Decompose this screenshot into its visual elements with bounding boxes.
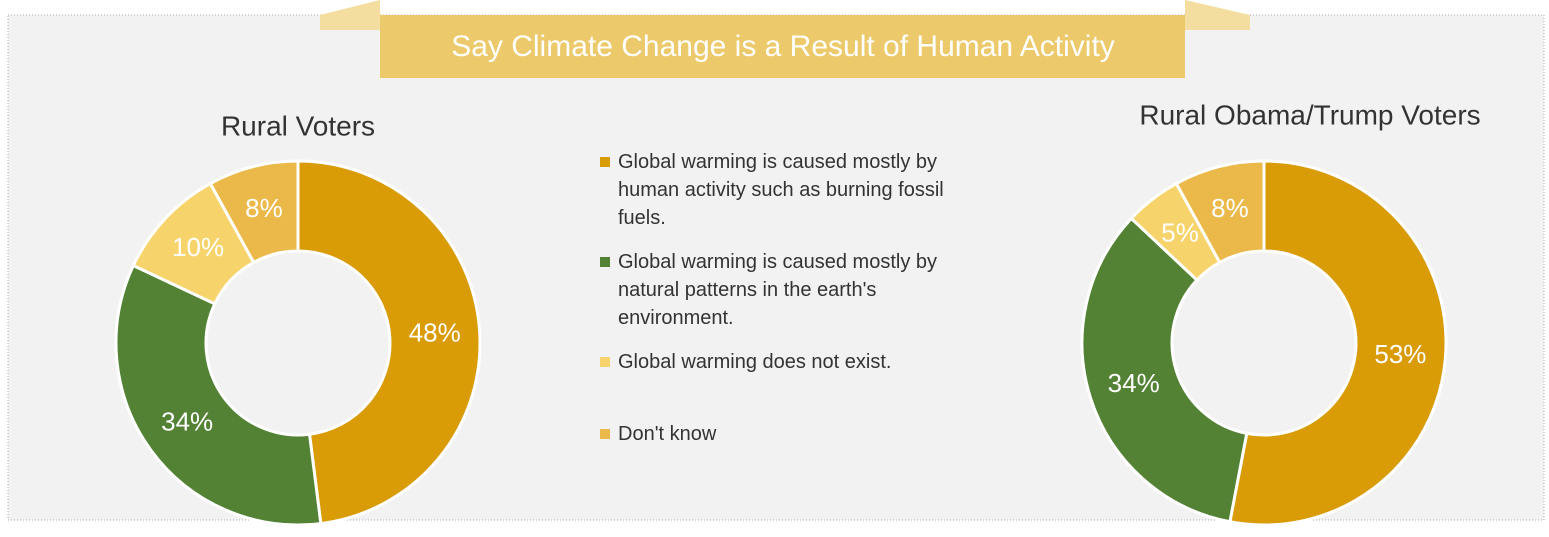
data-label: 5%	[1161, 218, 1199, 248]
data-label: 10%	[172, 232, 224, 262]
banner	[380, 15, 1185, 78]
chart-title: Rural Voters	[221, 110, 375, 141]
legend-item: Global warming is caused mostly by human…	[598, 148, 978, 232]
data-label: 8%	[245, 193, 283, 223]
legend-label: Don't know	[618, 423, 717, 445]
data-label: 34%	[1108, 368, 1160, 398]
data-label: 48%	[409, 317, 461, 347]
slice	[1228, 159, 1448, 527]
legend-item: Global warming does not exist.	[598, 348, 978, 376]
slice	[1080, 216, 1249, 524]
legend-item: Don't know	[598, 420, 978, 448]
slice	[208, 159, 300, 265]
legend-swatch	[600, 357, 610, 367]
slice	[114, 263, 323, 527]
data-label: 53%	[1374, 339, 1426, 369]
slice	[296, 159, 482, 526]
data-label: 8%	[1211, 193, 1249, 223]
chart-title: Rural Obama/Trump Voters	[1139, 99, 1480, 130]
legend-label: Global warming does not exist.	[618, 351, 892, 373]
legend-item: Global warming is caused mostly by natur…	[598, 248, 978, 332]
legend-swatch	[600, 429, 610, 439]
legend: Global warming is caused mostly by human…	[598, 148, 978, 448]
slice	[1174, 159, 1266, 265]
banner-wing	[1185, 0, 1250, 30]
legend-swatch	[600, 257, 610, 267]
main-title: Say Climate Change is a Result of Human …	[451, 30, 1115, 63]
legend-swatch	[600, 157, 610, 167]
legend-label: Global warming is caused mostly by natur…	[618, 251, 938, 329]
legend-label: Global warming is caused mostly by human…	[618, 151, 944, 229]
banner-wing	[320, 0, 380, 30]
data-label: 34%	[161, 406, 213, 436]
